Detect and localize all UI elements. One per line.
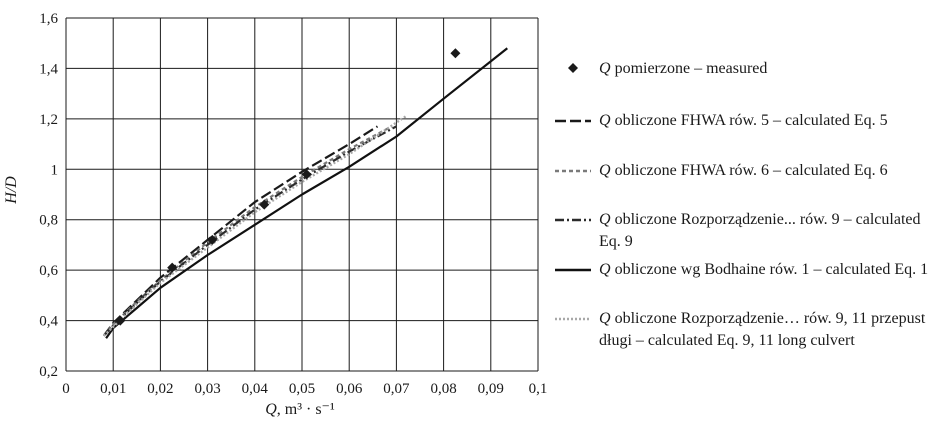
legend-label: Q obliczone wg Bodhaine rów. 1 – calcula… — [599, 261, 929, 278]
legend-item-fhwa-eq6: Q obliczone FHWA rów. 6 – calculated Eq.… — [553, 160, 935, 182]
x-tick-label: 0,03 — [194, 381, 220, 397]
legend-label: Q pomierzone – measured — [599, 60, 768, 77]
measured-point-marker — [167, 262, 178, 273]
grid — [65, 17, 539, 372]
legend-item-rozporzadzenie-eq9: Q obliczone Rozporządzenie... rów. 9 – c… — [553, 209, 935, 253]
x-tick-label: 0,04 — [242, 381, 269, 397]
measured-point-marker — [259, 199, 270, 210]
x-tick-label: 0,01 — [100, 381, 126, 397]
y-axis-title: H/D — [3, 176, 20, 205]
legend-item-bodhaine-eq1: Q obliczone wg Bodhaine rów. 1 – calcula… — [553, 259, 935, 281]
long-dash-line-icon — [555, 119, 591, 123]
x-tick-label: 0 — [62, 381, 70, 397]
series-rozporzadzenie-eq9 — [102, 125, 397, 337]
solid-line-icon — [555, 268, 591, 272]
x-tick-label: 0,06 — [336, 381, 363, 397]
tick-labels: 0 0,01 0,02 0,03 0,04 0,05 0,06 0,07 0,08 0,09 0,1… — [39, 11, 547, 397]
y-tick-label: 0,2 — [39, 364, 58, 380]
x-axis-title: Q, m³ · s⁻¹ — [265, 401, 335, 418]
x-tick-label: 0,1 — [529, 381, 548, 397]
y-tick-label: 1,4 — [39, 61, 58, 77]
series-bodhaine-eq1 — [105, 47, 508, 339]
measured-point-marker — [301, 169, 312, 180]
dash-dot-line-icon — [555, 218, 591, 222]
y-tick-label: 0,6 — [39, 263, 58, 279]
y-tick-label: 0,8 — [39, 213, 58, 229]
legend-item-measured: Q pomierzone – measured — [553, 58, 935, 80]
markers — [115, 48, 461, 326]
legend-label: Q obliczone FHWA rów. 5 – calculated Eq.… — [599, 112, 888, 129]
legend-item-rozporzadzenie-eq9-11: Q obliczone Rozporządzenie… rów. 9, 11 p… — [553, 308, 935, 352]
x-tick-label: 0,07 — [383, 381, 410, 397]
y-tick-label: 1,2 — [39, 112, 58, 128]
short-dash-line-icon — [555, 169, 591, 173]
measured-point-marker — [450, 48, 461, 59]
legend-label: Q obliczone Rozporządzenie… rów. 9, 11 p… — [599, 310, 926, 349]
series-fhwa-eq6 — [102, 125, 393, 337]
diamond-marker-icon — [568, 63, 578, 73]
series-rozporzadzenie-eq9-11 — [102, 115, 407, 337]
dotted-line-icon — [555, 317, 591, 321]
legend-item-fhwa-eq5: Q obliczone FHWA rów. 5 – calculated Eq.… — [553, 110, 935, 132]
measured-point-marker — [207, 234, 218, 245]
y-tick-label: 0,4 — [39, 314, 58, 330]
x-tick-label: 0,09 — [478, 381, 504, 397]
x-tick-label: 0,08 — [430, 381, 456, 397]
series — [102, 47, 508, 339]
measured-point-marker — [115, 315, 126, 326]
legend-label: Q obliczone Rozporządzenie... rów. 9 – c… — [599, 211, 921, 250]
x-tick-label: 0,05 — [289, 381, 315, 397]
x-tick-label: 0,02 — [147, 381, 173, 397]
legend-label: Q obliczone FHWA rów. 6 – calculated Eq.… — [599, 162, 888, 179]
y-tick-label: 1,6 — [39, 11, 58, 27]
y-tick-label: 1 — [51, 162, 59, 178]
